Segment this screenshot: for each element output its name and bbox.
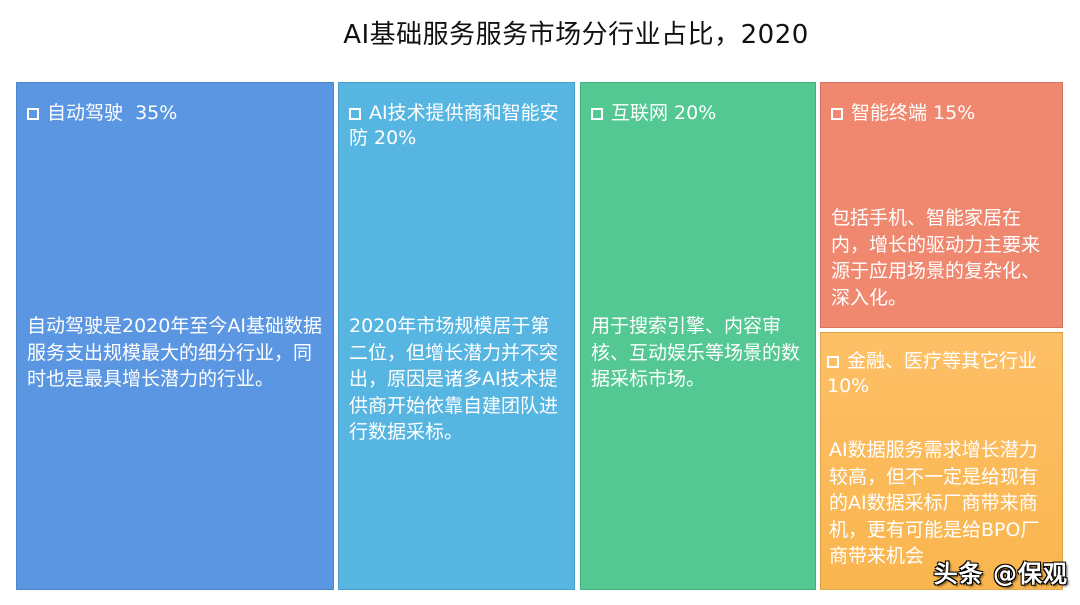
tile-autonomous-driving: 自动驾驶 35% 自动驾驶是2020年至今AI基础数据服务支出规模最大的细分行业… — [16, 82, 334, 590]
tile-header-text: 自动驾驶 35% — [47, 102, 178, 124]
tile-description: 2020年市场规模居于第二位，但增长潜力并不突出，原因是诸多AI技术提供商开始依… — [349, 315, 559, 443]
checkbox-square-icon — [27, 108, 39, 120]
tile-description: 用于搜索引擎、内容审核、互动娱乐等场景的数据采标市场。 — [591, 315, 801, 390]
tile-header: AI技术提供商和智能安防 20% — [349, 101, 566, 151]
tile-description: AI数据服务需求增长潜力较高，但不一定是给现有的AI数据采标厂商带来商机，更有可… — [829, 439, 1040, 565]
tile-header-text: AI技术提供商和智能安防 20% — [349, 102, 559, 149]
tile-ai-provider-security: AI技术提供商和智能安防 20% 2020年市场规模居于第二位，但增长潜力并不突… — [338, 82, 575, 590]
tile-description: 自动驾驶是2020年至今AI基础数据服务支出规模最大的细分行业，同时也是最具增长… — [27, 315, 322, 390]
tile-internet: 互联网 20% 用于搜索引擎、内容审核、互动娱乐等场景的数据采标市场。 — [580, 82, 816, 590]
tile-description: 包括手机、智能家居在内，增长的驱动力主要来源于应用场景的复杂化、深入化。 — [831, 207, 1041, 309]
checkbox-square-icon — [591, 108, 603, 120]
tile-header: 自动驾驶 35% — [27, 101, 325, 126]
tile-header-text: 金融、医疗等其它行业 10% — [827, 350, 1038, 397]
tile-finance-medical-other: 金融、医疗等其它行业 10% AI数据服务需求增长潜力较高，但不一定是给现有的A… — [820, 332, 1063, 590]
checkbox-square-icon — [349, 108, 361, 120]
watermark: 头条 @保观 — [933, 560, 1068, 588]
tile-header: 互联网 20% — [591, 101, 807, 126]
tile-header: 金融、医疗等其它行业 10% — [827, 349, 1054, 399]
checkbox-square-icon — [831, 108, 843, 120]
tile-header-text: 互联网 20% — [611, 102, 717, 124]
tile-header-text: 智能终端 15% — [851, 102, 976, 124]
chart-title: AI基础服务服务市场分行业占比，2020 — [343, 20, 809, 50]
tile-header: 智能终端 15% — [831, 101, 1054, 126]
tile-smart-terminal: 智能终端 15% 包括手机、智能家居在内，增长的驱动力主要来源于应用场景的复杂化… — [820, 82, 1063, 328]
checkbox-square-icon — [827, 356, 839, 368]
